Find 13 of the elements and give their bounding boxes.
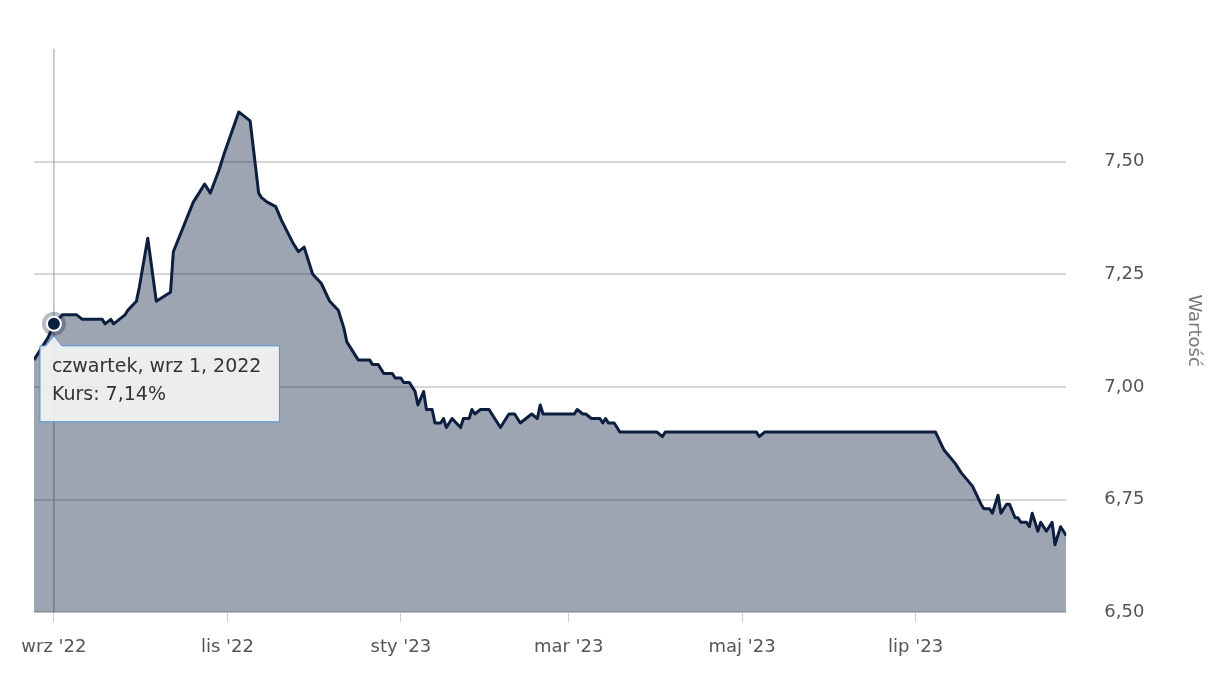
x-tick-label: sty '23: [370, 634, 432, 656]
y-axis-title: Wartość: [1184, 294, 1206, 367]
x-tick-label: maj '23: [708, 634, 776, 656]
x-tick-label: lip '23: [888, 634, 944, 656]
y-tick-label: 7,25: [1104, 261, 1145, 283]
y-tick-label: 6,50: [1104, 600, 1145, 622]
annotation: czwartek, wrz 1, 2022 Kurs: 7,14%: [51, 354, 262, 405]
y-tick-label: 7,00: [1104, 374, 1145, 396]
x-tick-label: mar '23: [533, 634, 604, 656]
x-tick-label: wrz '22: [21, 634, 87, 656]
x-tick-label: lis '22: [200, 634, 254, 656]
y-tick-label: 7,50: [1104, 149, 1145, 171]
y-tick-label: 6,75: [1104, 487, 1145, 509]
